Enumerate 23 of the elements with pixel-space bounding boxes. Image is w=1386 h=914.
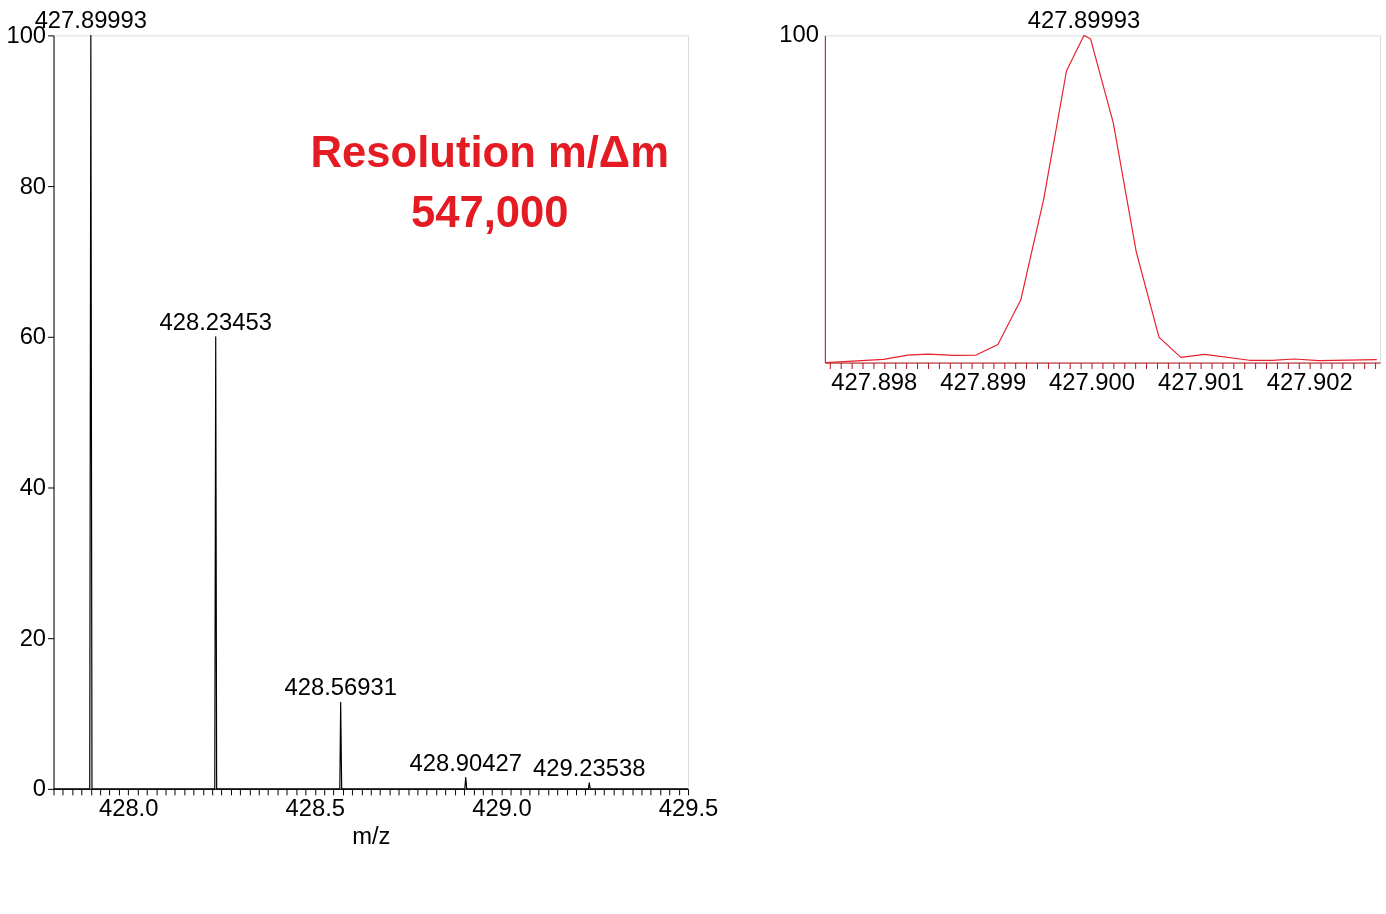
y-tick-label: 0 xyxy=(32,774,47,802)
x-axis-title: m/z xyxy=(352,821,391,849)
annotation: Resolution m/Δm xyxy=(310,128,669,177)
x-tick-label: 427.898 xyxy=(831,367,918,395)
x-tick-label: 427.899 xyxy=(940,367,1027,395)
annotation: 547,000 xyxy=(410,187,569,236)
x-tick-label: 429.0 xyxy=(472,794,532,822)
x-tick-label: 427.902 xyxy=(1266,367,1353,395)
x-tick-label: 427.900 xyxy=(1049,367,1136,395)
annotation: 428.23453 xyxy=(159,307,272,335)
x-tick-label: 429.5 xyxy=(658,794,719,822)
y-tick-label: 60 xyxy=(19,322,47,350)
y-tick-label: 80 xyxy=(19,171,47,199)
text: 100 xyxy=(779,20,819,48)
x-tick-label: 427.901 xyxy=(1157,367,1244,395)
x-tick-label: 428.0 xyxy=(98,794,159,822)
annotation: 429.23538 xyxy=(533,753,646,781)
x-tick-label: 428.5 xyxy=(285,794,346,822)
annotation: 427.89993 xyxy=(1027,6,1141,34)
annotation: 428.56931 xyxy=(284,673,397,701)
y-tick-label: 40 xyxy=(19,472,47,500)
annotation: 428.90427 xyxy=(409,748,522,776)
y-tick-label: 20 xyxy=(19,623,47,651)
